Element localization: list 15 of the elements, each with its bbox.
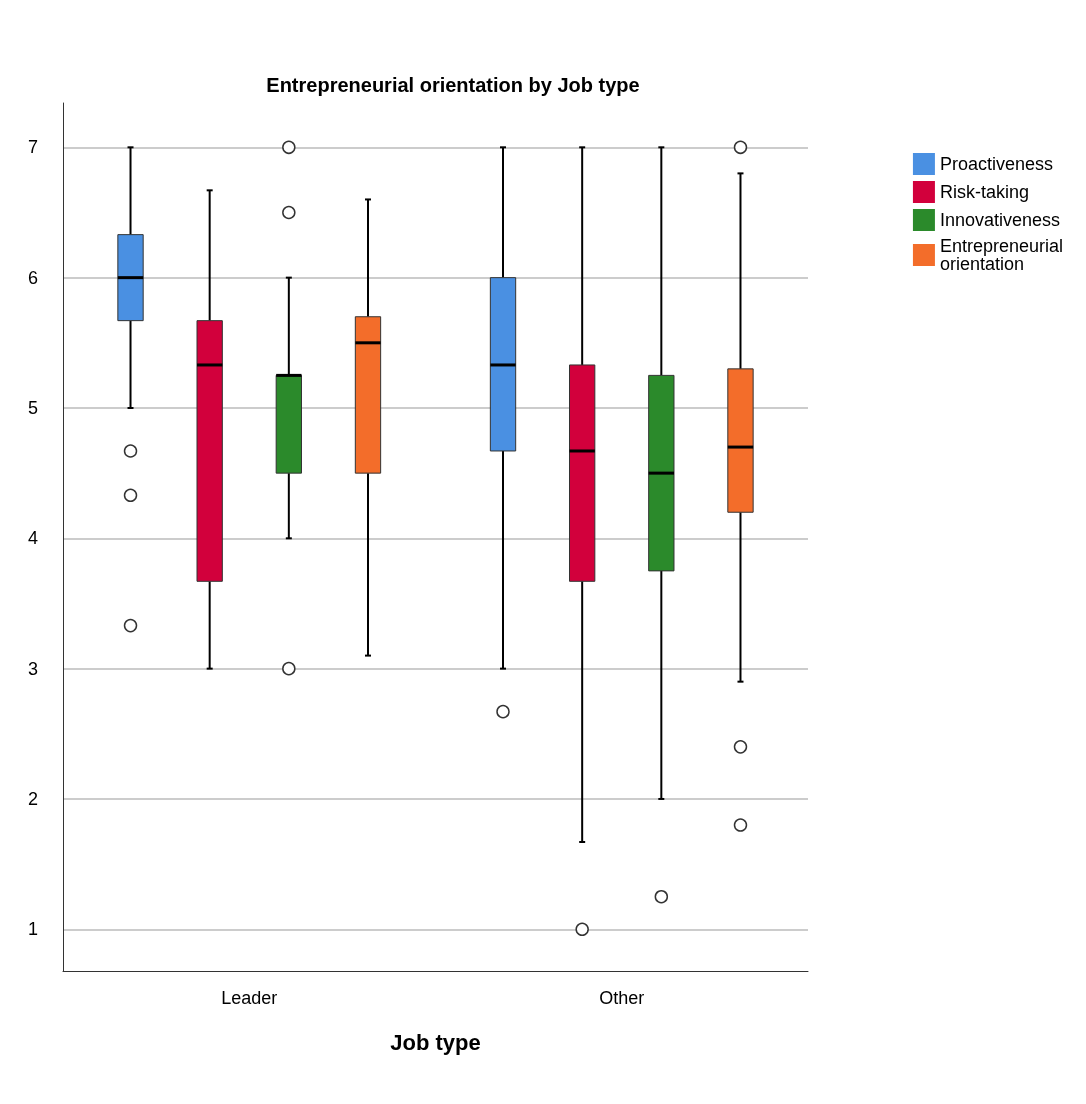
y-tick-label: 7 [27, 137, 38, 158]
legend-label: Risk-taking [939, 182, 1029, 202]
legend-label: Innovativeness [939, 210, 1060, 230]
x-tick-label: Leader [221, 988, 278, 1008]
y-tick-label: 5 [27, 397, 38, 418]
chart-title: Entrepreneurial orientation by Job type [266, 74, 640, 96]
legend-label: Proactiveness [939, 154, 1053, 174]
x-tick-label: Other [599, 988, 645, 1008]
y-tick-label: 3 [27, 658, 38, 679]
y-tick-label: 6 [27, 267, 38, 288]
y-tick-label: 2 [27, 788, 38, 809]
y-tick-label: 1 [27, 919, 38, 940]
x-axis-title: Job type [390, 1029, 481, 1055]
legend-label: Entrepreneurial orientation [939, 236, 1063, 274]
y-tick-label: 4 [27, 528, 38, 549]
